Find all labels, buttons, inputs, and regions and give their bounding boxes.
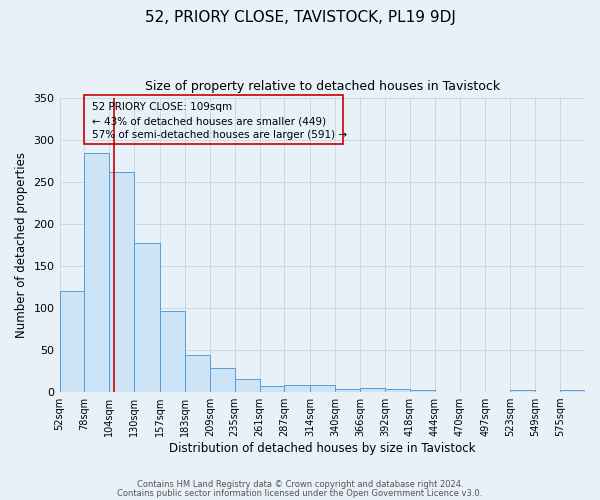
Bar (260, 386, 284, 392)
Bar (210, 368, 235, 392)
Title: Size of property relative to detached houses in Tavistock: Size of property relative to detached ho… (145, 80, 500, 93)
Bar (235, 378, 260, 392)
Text: ← 43% of detached houses are smaller (449): ← 43% of detached houses are smaller (44… (92, 116, 326, 126)
Bar (185, 355, 210, 392)
Bar (160, 310, 185, 392)
Bar (310, 384, 335, 392)
Text: Contains public sector information licensed under the Open Government Licence v3: Contains public sector information licen… (118, 488, 482, 498)
Bar (109, 172, 134, 392)
Bar (284, 386, 310, 392)
Text: 52 PRIORY CLOSE: 109sqm: 52 PRIORY CLOSE: 109sqm (92, 102, 232, 112)
Bar (85, 95, 343, 144)
Text: Contains HM Land Registry data © Crown copyright and database right 2024.: Contains HM Land Registry data © Crown c… (137, 480, 463, 489)
Bar (410, 390, 435, 392)
Text: 57% of semi-detached houses are larger (591) →: 57% of semi-detached houses are larger (… (92, 130, 347, 140)
X-axis label: Distribution of detached houses by size in Tavistock: Distribution of detached houses by size … (169, 442, 476, 455)
Bar (85, 153, 109, 392)
Bar (385, 388, 410, 392)
Y-axis label: Number of detached properties: Number of detached properties (15, 152, 28, 338)
Bar (360, 388, 385, 392)
Bar (59, 292, 85, 392)
Text: 52, PRIORY CLOSE, TAVISTOCK, PL19 9DJ: 52, PRIORY CLOSE, TAVISTOCK, PL19 9DJ (145, 10, 455, 25)
Bar (134, 242, 160, 392)
Bar (560, 390, 585, 392)
Bar (511, 390, 535, 392)
Bar (335, 388, 360, 392)
